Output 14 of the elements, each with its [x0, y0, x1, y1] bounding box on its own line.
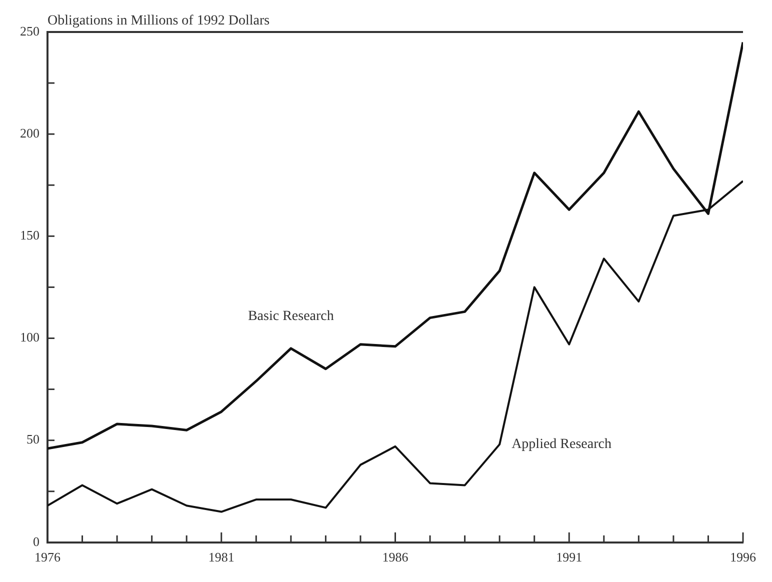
y-tick-label: 50 [26, 432, 40, 447]
text: Basic Research [248, 309, 334, 324]
x-tick-label: 1986 [382, 550, 409, 565]
x-tick-label: 1981 [208, 550, 234, 565]
y-tick-label: 150 [20, 228, 40, 243]
y-tick-label: 0 [33, 534, 40, 549]
series-label: Applied Research [512, 437, 612, 452]
x-tick-label: 1991 [556, 550, 582, 565]
y-tick-label: 250 [20, 23, 40, 38]
chart-title: Obligations in Millions of 1992 Dollars [48, 14, 270, 29]
y-tick-label: 200 [20, 126, 40, 140]
y-tick-label: 100 [20, 330, 40, 345]
x-tick-label: 1976 [34, 550, 61, 565]
x-tick-label: 1996 [730, 550, 756, 565]
